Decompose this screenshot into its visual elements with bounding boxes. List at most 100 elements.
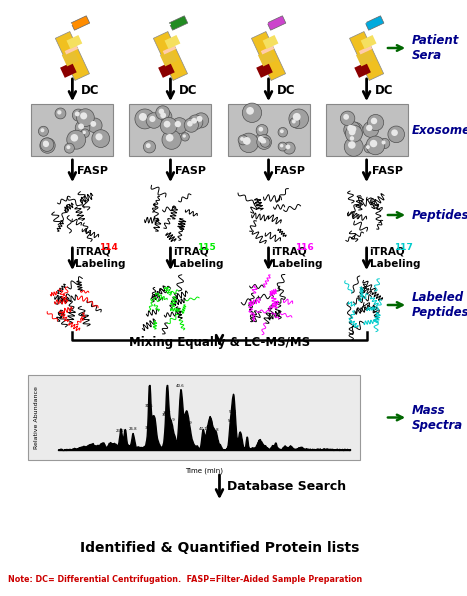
- Text: Patient
Sera: Patient Sera: [412, 34, 460, 62]
- Text: 23.2: 23.2: [116, 429, 125, 433]
- Polygon shape: [66, 35, 82, 49]
- Circle shape: [40, 138, 55, 153]
- Polygon shape: [169, 16, 188, 30]
- Polygon shape: [267, 16, 286, 30]
- Circle shape: [256, 125, 268, 136]
- Circle shape: [57, 110, 62, 114]
- Circle shape: [242, 103, 262, 122]
- Text: Labeling: Labeling: [369, 259, 420, 269]
- Circle shape: [283, 142, 295, 154]
- Text: FASP: FASP: [274, 166, 304, 176]
- Polygon shape: [349, 32, 384, 80]
- Circle shape: [366, 125, 372, 131]
- Circle shape: [257, 135, 271, 150]
- Circle shape: [239, 133, 258, 153]
- Polygon shape: [71, 16, 90, 30]
- Text: FASP: FASP: [372, 166, 403, 176]
- Circle shape: [188, 115, 203, 129]
- Text: 4: 4: [360, 17, 367, 27]
- Text: Mixing Equally & LC-MS/MS: Mixing Equally & LC-MS/MS: [129, 336, 310, 349]
- Text: Relative Abundance: Relative Abundance: [34, 386, 38, 449]
- Circle shape: [345, 125, 362, 142]
- Circle shape: [343, 114, 349, 120]
- Polygon shape: [160, 49, 177, 66]
- Circle shape: [183, 134, 186, 138]
- Polygon shape: [60, 62, 77, 78]
- Circle shape: [77, 109, 94, 126]
- Polygon shape: [365, 16, 384, 30]
- Circle shape: [92, 130, 110, 148]
- Polygon shape: [361, 35, 376, 49]
- Circle shape: [347, 134, 359, 145]
- Text: FASP: FASP: [78, 166, 108, 176]
- Circle shape: [363, 122, 379, 138]
- Circle shape: [81, 129, 89, 138]
- Text: 116: 116: [296, 244, 314, 253]
- Circle shape: [240, 137, 244, 141]
- Circle shape: [262, 139, 266, 144]
- Circle shape: [43, 141, 49, 147]
- Text: Mass
Spectra: Mass Spectra: [412, 403, 463, 432]
- Circle shape: [346, 122, 363, 139]
- Circle shape: [340, 111, 355, 126]
- Text: 26.8: 26.8: [128, 427, 137, 431]
- Circle shape: [166, 134, 174, 142]
- Text: 114: 114: [99, 244, 118, 253]
- Circle shape: [184, 118, 198, 132]
- Circle shape: [278, 128, 288, 137]
- Circle shape: [90, 121, 96, 127]
- Text: Labeled
Peptides: Labeled Peptides: [412, 291, 467, 319]
- Polygon shape: [359, 45, 372, 54]
- Circle shape: [344, 137, 363, 156]
- Polygon shape: [354, 62, 371, 78]
- Circle shape: [243, 137, 251, 145]
- Circle shape: [348, 141, 356, 149]
- Polygon shape: [262, 35, 278, 49]
- Circle shape: [388, 126, 404, 142]
- Text: 3: 3: [262, 17, 269, 27]
- Circle shape: [289, 109, 309, 129]
- Bar: [129, 104, 212, 156]
- Circle shape: [349, 129, 355, 135]
- Text: Labeling: Labeling: [173, 259, 224, 269]
- Text: DC: DC: [375, 83, 393, 97]
- Circle shape: [160, 113, 166, 118]
- Circle shape: [83, 131, 86, 134]
- Bar: [31, 104, 113, 156]
- Circle shape: [368, 114, 384, 131]
- Text: 117: 117: [394, 244, 412, 253]
- Circle shape: [391, 129, 398, 136]
- Circle shape: [181, 133, 189, 141]
- Text: DC: DC: [178, 83, 197, 97]
- Circle shape: [71, 134, 78, 142]
- Text: 47.1: 47.1: [198, 427, 207, 431]
- Circle shape: [380, 138, 390, 148]
- Circle shape: [370, 140, 377, 147]
- Circle shape: [191, 118, 197, 124]
- Text: 2: 2: [164, 17, 170, 27]
- Text: Peptides: Peptides: [412, 209, 467, 222]
- Circle shape: [238, 135, 248, 145]
- Polygon shape: [62, 49, 79, 66]
- Circle shape: [135, 109, 155, 129]
- Polygon shape: [261, 45, 274, 54]
- Text: 1: 1: [66, 17, 72, 27]
- Polygon shape: [158, 62, 175, 78]
- Circle shape: [290, 117, 300, 128]
- Circle shape: [162, 130, 181, 150]
- Text: Note: DC= Differential Centrifugation.  FASP=Filter-Aided Sample Preparation: Note: DC= Differential Centrifugation. F…: [8, 576, 362, 585]
- Polygon shape: [251, 32, 286, 80]
- Circle shape: [40, 138, 54, 151]
- Circle shape: [371, 117, 377, 124]
- Circle shape: [143, 141, 156, 153]
- Circle shape: [72, 109, 85, 121]
- Circle shape: [285, 144, 290, 149]
- Text: Database Search: Database Search: [227, 480, 347, 493]
- Circle shape: [75, 120, 90, 135]
- Circle shape: [194, 113, 209, 128]
- Text: 115: 115: [198, 244, 216, 253]
- Text: Labeling: Labeling: [271, 259, 322, 269]
- Circle shape: [260, 138, 266, 144]
- Text: 36.5: 36.5: [162, 413, 170, 417]
- Text: Labeling: Labeling: [75, 259, 126, 269]
